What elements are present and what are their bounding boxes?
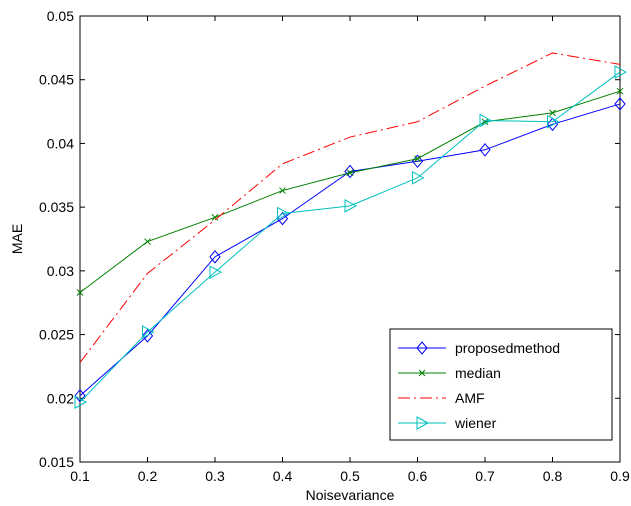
data-point-wiener (142, 325, 155, 339)
x-tick-label: 0.6 (408, 468, 428, 484)
x-tick-label: 0.4 (273, 468, 293, 484)
data-point-median-stroke (616, 87, 624, 95)
y-tick-label: 0.025 (39, 327, 74, 343)
y-tick-label: 0.015 (39, 454, 74, 470)
series-AMF (79, 52, 621, 363)
series-line-proposedmethod (79, 103, 621, 397)
data-point-median (549, 109, 556, 117)
data-point-median-stroke (346, 169, 354, 177)
data-point-median (481, 118, 489, 126)
legend-entry-AMF: AMF (398, 390, 485, 406)
data-point-median-stroke (211, 213, 219, 221)
legend-label: wiener (454, 415, 497, 431)
series-line-AMF (79, 52, 621, 363)
y-tick-label: 0.045 (39, 72, 74, 88)
legend-label: proposedmethod (455, 340, 560, 356)
series-median (76, 87, 624, 296)
legend-marker (418, 369, 426, 377)
y-tick-label: 0.035 (39, 199, 74, 215)
series-line-wiener (79, 71, 621, 403)
series-wiener (74, 65, 628, 409)
series-layer (74, 52, 628, 409)
data-point-wiener (479, 113, 493, 128)
x-axis: 0.1 0.2 0.3 0.4 0.5 0.6 0.7 0.8 0.9 (70, 16, 630, 484)
data-point-proposedmethod (209, 250, 221, 264)
data-point-median (76, 289, 84, 296)
legend: proposedmethod median AMF wiener (389, 328, 613, 441)
data-point-median-stroke (481, 118, 489, 126)
x-tick-label: 0.1 (70, 468, 90, 484)
legend-entry-median: median (398, 365, 501, 381)
legend-marker-stroke (418, 369, 426, 377)
data-point-median (346, 169, 354, 177)
data-point-median-stroke (76, 289, 84, 296)
y-tick-label: 0.04 (47, 135, 74, 151)
x-tick-label: 0.9 (610, 468, 630, 484)
data-point-median-stroke (549, 109, 556, 117)
data-point-proposedmethod (344, 164, 356, 179)
legend-marker (416, 341, 428, 355)
legend-label: median (455, 365, 501, 381)
data-point-median (414, 155, 421, 163)
data-point-wiener (614, 65, 628, 79)
legend-marker (416, 416, 430, 430)
x-tick-label: 0.8 (543, 468, 563, 484)
data-point-proposedmethod (546, 117, 559, 132)
x-axis-label: Noisevariance (306, 487, 395, 503)
data-point-wiener (547, 114, 560, 129)
x-tick-label: 0.2 (138, 468, 158, 484)
y-tick-label: 0.03 (47, 263, 74, 279)
data-point-wiener (209, 265, 223, 279)
legend-label: AMF (455, 390, 485, 406)
x-tick-label: 0.7 (475, 468, 495, 484)
legend-entry-proposedmethod: proposedmethod (398, 340, 560, 356)
data-point-median-stroke (144, 238, 151, 245)
y-tick-label: 0.02 (47, 390, 74, 406)
data-point-median (211, 213, 219, 221)
y-axis: 0.015 0.02 0.025 0.03 0.035 0.04 0.045 0.05 (39, 8, 620, 470)
data-point-proposedmethod (614, 97, 626, 111)
data-point-wiener (412, 170, 425, 185)
data-point-median (144, 238, 151, 245)
data-point-median (616, 87, 624, 95)
data-point-wiener (74, 395, 88, 409)
legend-entry-wiener: wiener (398, 415, 497, 431)
data-point-proposedmethod (479, 143, 491, 157)
y-axis-label: MAE (9, 224, 25, 254)
data-point-wiener (344, 199, 358, 213)
data-point-median-stroke (414, 155, 421, 163)
y-tick-label: 0.05 (47, 8, 74, 24)
data-point-wiener (277, 206, 290, 221)
data-point-median (279, 187, 286, 194)
x-tick-label: 0.5 (340, 468, 360, 484)
x-tick-label: 0.3 (205, 468, 225, 484)
data-point-median-stroke (279, 187, 286, 194)
